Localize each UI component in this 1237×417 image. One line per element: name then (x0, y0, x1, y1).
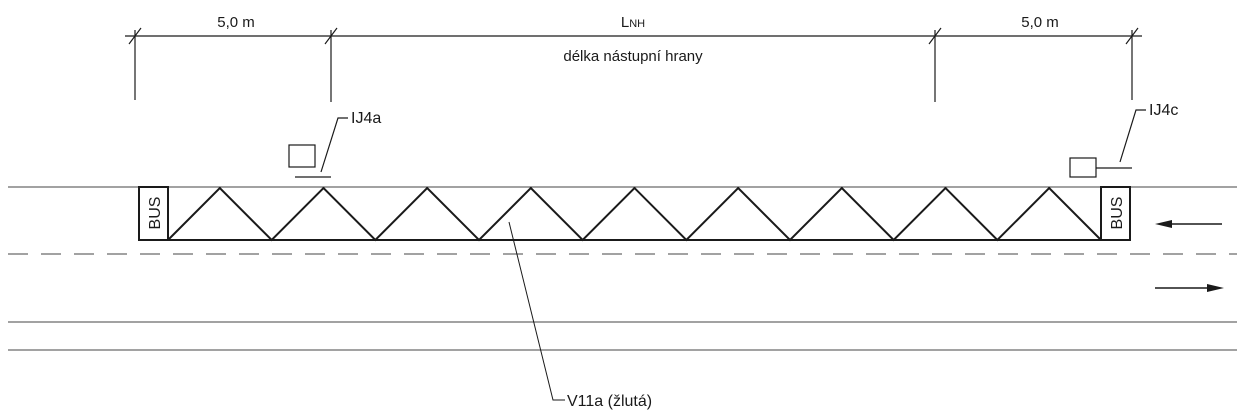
dimension-middle-caption: délka nástupní hrany (563, 48, 703, 65)
arrow-right (1155, 284, 1224, 292)
dimension-middle-main: L (621, 14, 629, 31)
dimension-chain (125, 27, 1142, 102)
sign-ij4a-leader (320, 117, 348, 173)
roadway (8, 186, 1237, 351)
arrow-left (1155, 220, 1222, 228)
bus-text-left: BUS (147, 197, 164, 230)
dimension-right-text: 5,0 m (1021, 14, 1059, 31)
dimension-tick (128, 27, 142, 45)
sign-ij4c (1069, 109, 1146, 178)
dimension-tick (928, 27, 942, 45)
dimension-tick (1125, 27, 1139, 45)
bus-text-right: BUS (1109, 197, 1126, 230)
arrow-left-head (1155, 220, 1172, 228)
sign-ij4c-label: IJ4c (1149, 102, 1178, 119)
dimension-left-text: 5,0 m (217, 14, 255, 31)
sign-ij4c-leader (1119, 109, 1146, 163)
dimension-middle-text: LNH (621, 14, 645, 31)
sign-ij4a (288, 117, 348, 178)
dimension-middle-sub: NH (629, 18, 645, 30)
bus-box-left (138, 186, 169, 241)
sign-ij4a-label: IJ4a (351, 110, 381, 127)
v11a-leader (508, 221, 565, 401)
bus-box-right (1100, 186, 1131, 241)
v11a-marking (138, 186, 1131, 242)
sign-ij4a-symbol (288, 144, 316, 168)
sign-ij4c-symbol (1069, 157, 1097, 178)
arrow-right-head (1207, 284, 1224, 292)
dimension-tick (324, 27, 338, 45)
v11a-label: V11a (žlutá) (567, 393, 652, 410)
zigzag-line (167, 186, 1102, 242)
